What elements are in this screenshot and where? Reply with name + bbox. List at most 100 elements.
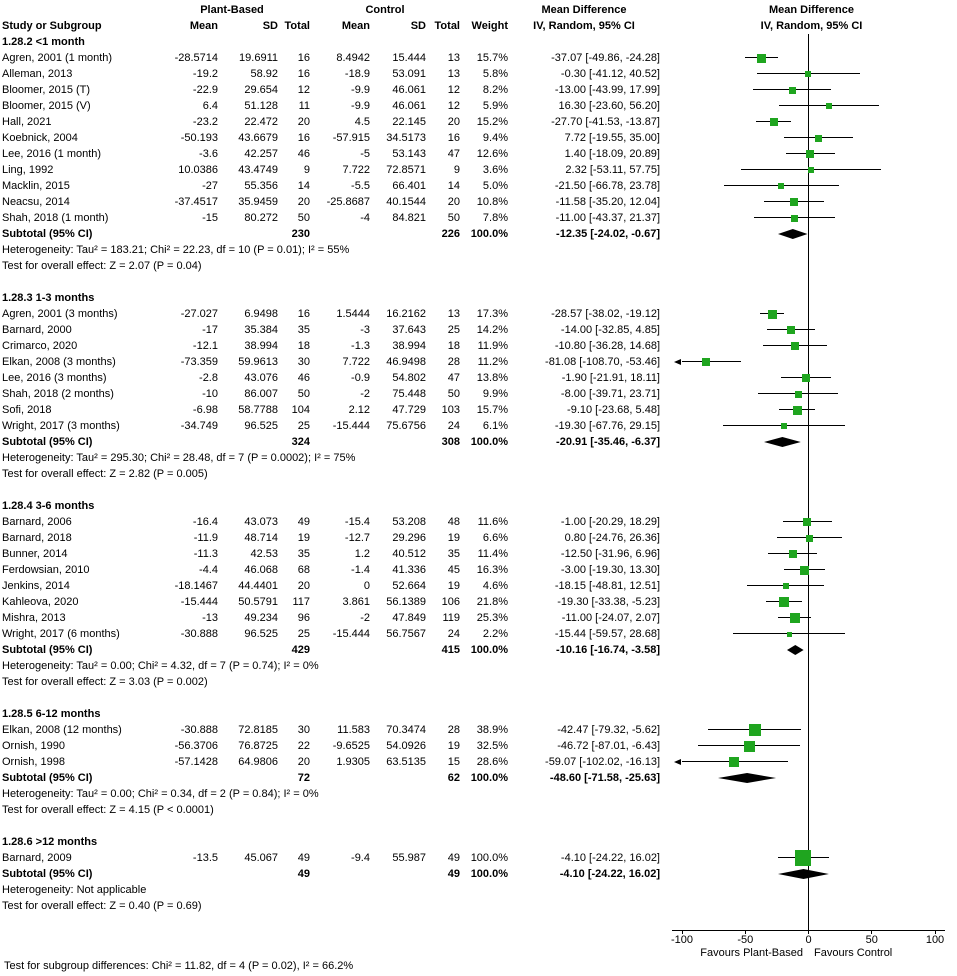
cell-mean2: 8.4942 [336, 52, 370, 64]
cell-sd1: 64.9806 [238, 756, 278, 768]
axis-tick [934, 930, 936, 934]
cell-mean1: -13 [202, 612, 218, 624]
zero-line [808, 898, 809, 914]
study-name: Bunner, 2014 [2, 548, 68, 560]
plot-cell [668, 530, 955, 546]
subtotal-n2: 49 [447, 868, 460, 880]
cell-mean1: -12.1 [192, 340, 218, 352]
cell-n1: 68 [297, 564, 310, 576]
header-groups-row: Plant-Based Control Mean Difference Mean… [2, 2, 955, 18]
plot-cell [668, 866, 955, 882]
cell-weight: 11.6% [477, 516, 508, 528]
zero-line [808, 418, 809, 434]
cell-n1: 16 [297, 132, 310, 144]
cell-md: 7.72 [-19.55, 35.00] [564, 132, 660, 144]
zero-line [808, 546, 809, 562]
study-row: Ling, 1992 10.0386 43.4749 9 7.722 72.8571 9 3.… [2, 162, 955, 178]
cell-mean1: -15 [202, 212, 218, 224]
cell-n1: 16 [297, 52, 310, 64]
cell-sd2: 53.091 [392, 68, 426, 80]
subtotal-label: Subtotal (95% CI) [2, 868, 93, 880]
study-name: Barnard, 2006 [2, 516, 72, 528]
plot-cell [668, 610, 955, 626]
cell-n2: 49 [447, 852, 460, 864]
cell-n2: 13 [447, 308, 460, 320]
ci-line [682, 361, 741, 362]
study-row: Elkan, 2008 (12 months) -30.888 72.8185 30 1… [2, 722, 955, 738]
subgroup-title: 1.28.4 3-6 months [2, 500, 95, 512]
subtotal-sd2 [370, 866, 426, 882]
subtotal-row: Subtotal (95% CI) 72 62 100.0% -48.60 [-71.5… [2, 770, 955, 786]
zero-line [808, 338, 809, 354]
cell-mean1: -22.9 [192, 84, 218, 96]
zero-line [808, 914, 809, 930]
study-row: Kahleova, 2020 -15.444 50.5791 117 3.861 56.1… [2, 594, 955, 610]
heterogeneity-note-row: Heterogeneity: Tau² = 295.30; Chi² = 28.… [2, 450, 955, 466]
cell-sd1: 86.007 [244, 388, 278, 400]
subtotal-diamond [718, 773, 777, 783]
study-name: Barnard, 2000 [2, 324, 72, 336]
header-total-control: Total [434, 20, 460, 32]
cell-n1: 30 [297, 724, 310, 736]
cell-mean1: -13.5 [192, 852, 218, 864]
cell-md: -8.00 [-39.71, 23.71] [560, 388, 660, 400]
cell-md: -4.10 [-24.22, 16.02] [560, 852, 660, 864]
subgroup-title-row: 1.28.4 3-6 months [2, 498, 955, 514]
zero-line [808, 818, 809, 834]
cell-sd2: 54.802 [392, 372, 426, 384]
cell-mean1: -28.5714 [174, 52, 218, 64]
study-row: Hall, 2021 -23.2 22.472 20 4.5 22.145 20 15.2% -… [2, 114, 955, 130]
plot-cell [668, 210, 955, 226]
cell-weight: 15.2% [476, 116, 508, 128]
study-row: Sofi, 2018 -6.98 58.7788 104 2.12 47.729 103 15… [2, 402, 955, 418]
effect-square [779, 597, 790, 607]
effect-square [805, 71, 812, 77]
effect-square [781, 423, 788, 429]
effect-square [794, 390, 802, 398]
cell-n2: 25 [447, 324, 460, 336]
subtotal-weight: 100.0% [470, 868, 508, 880]
overall-effect-note: Test for overall effect: Z = 2.82 (P = 0… [2, 468, 208, 480]
plot-cell [668, 82, 955, 98]
effect-square [782, 583, 789, 589]
zero-line [808, 274, 809, 290]
effect-square [748, 724, 761, 736]
cell-n1: 20 [297, 116, 310, 128]
cell-n2: 50 [447, 388, 460, 400]
axis-tick-label: 50 [865, 934, 878, 946]
subtotal-row: Subtotal (95% CI) 429 415 100.0% -10.16 [-16… [2, 642, 955, 658]
subgroup-title-row: 1.28.2 <1 month [2, 34, 955, 50]
subtotal-row: Subtotal (95% CI) 324 308 100.0% -20.91 [-35… [2, 434, 955, 450]
plot-cell [668, 370, 955, 386]
effect-square [791, 214, 799, 222]
cell-md: -19.30 [-67.76, 29.15] [554, 420, 660, 432]
subgroup-title-row: 1.28.6 >12 months [2, 834, 955, 850]
zero-line [808, 498, 809, 514]
subtotal-mean1 [154, 434, 218, 450]
cell-sd2: 41.336 [392, 564, 426, 576]
zero-line [808, 386, 809, 402]
cell-mean2: 1.9305 [336, 756, 370, 768]
subtotal-n2: 226 [441, 228, 460, 240]
cell-sd1: 76.8725 [238, 740, 278, 752]
subtotal-sd2 [370, 226, 426, 242]
cell-mean1: -11.3 [193, 548, 218, 560]
zero-line [808, 802, 809, 818]
study-row: Ferdowsian, 2010 -4.4 46.068 68 -1.4 41.336 45… [2, 562, 955, 578]
plot-cell [668, 290, 955, 306]
plot-cell [668, 914, 955, 930]
plot-cell [668, 162, 955, 178]
cell-n2: 19 [447, 580, 460, 592]
cell-n1: 50 [297, 212, 310, 224]
plot-cell [668, 738, 955, 754]
ci-arrow-left [674, 759, 681, 765]
cell-sd1: 38.994 [244, 340, 278, 352]
cell-n2: 48 [447, 516, 460, 528]
cell-weight: 15.7% [476, 52, 508, 64]
effect-square [790, 342, 799, 350]
study-name: Kahleova, 2020 [2, 596, 79, 608]
header-mean-difference-plot: Mean Difference [769, 4, 854, 16]
effect-square [743, 740, 755, 752]
spacer-row [2, 914, 955, 930]
favours-left-label: Favours Plant-Based [700, 947, 803, 959]
